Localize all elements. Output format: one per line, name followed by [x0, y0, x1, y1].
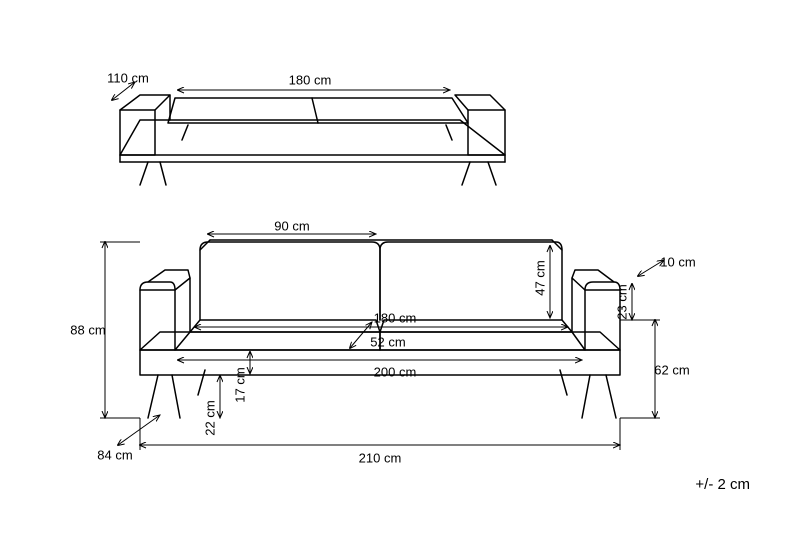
dim-height: 88 cm	[70, 323, 105, 338]
dim-width: 210 cm	[359, 451, 402, 466]
dim-seat-inner: 180 cm	[374, 311, 417, 326]
dim-arm-seat: 23 cm	[615, 284, 630, 319]
dim-floor-seat: 62 cm	[654, 363, 689, 378]
dim-bed-depth: 110 cm	[107, 71, 149, 86]
dim-bed-width: 180 cm	[289, 73, 332, 88]
dim-back-h: 47 cm	[533, 260, 548, 295]
dim-depth: 84 cm	[97, 448, 132, 463]
dim-leg-h: 22 cm	[203, 400, 218, 435]
technical-drawing: 110 cm 180 cm 88 cm 84 cm 210 cm 90 cm 4…	[0, 0, 800, 533]
dim-arm-inner: 200 cm	[374, 365, 417, 380]
dim-seat-h: 17 cm	[233, 367, 248, 402]
dim-back-w: 90 cm	[274, 219, 309, 234]
dim-seat-depth: 52 cm	[370, 335, 405, 350]
tolerance-note: +/- 2 cm	[695, 476, 750, 493]
front-view	[140, 240, 620, 418]
dim-arm-w: 10 cm	[660, 255, 695, 270]
bed-view	[120, 95, 505, 185]
